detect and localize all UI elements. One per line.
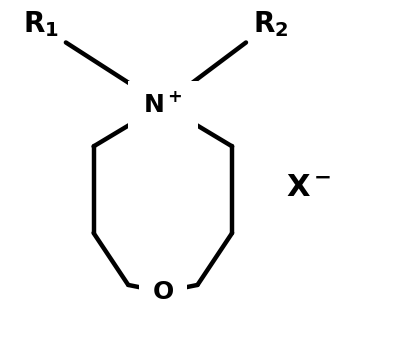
Bar (139, 271, 187, 313)
Bar (128, 81, 198, 129)
Text: $\mathbf{N^+}$: $\mathbf{N^+}$ (143, 92, 182, 117)
Text: $\mathbf{R_2}$: $\mathbf{R_2}$ (253, 9, 288, 39)
Text: $\mathbf{R_1}$: $\mathbf{R_1}$ (23, 9, 59, 39)
Text: $\mathbf{O}$: $\mathbf{O}$ (152, 280, 174, 304)
Text: $\mathbf{X^-}$: $\mathbf{X^-}$ (286, 174, 331, 202)
